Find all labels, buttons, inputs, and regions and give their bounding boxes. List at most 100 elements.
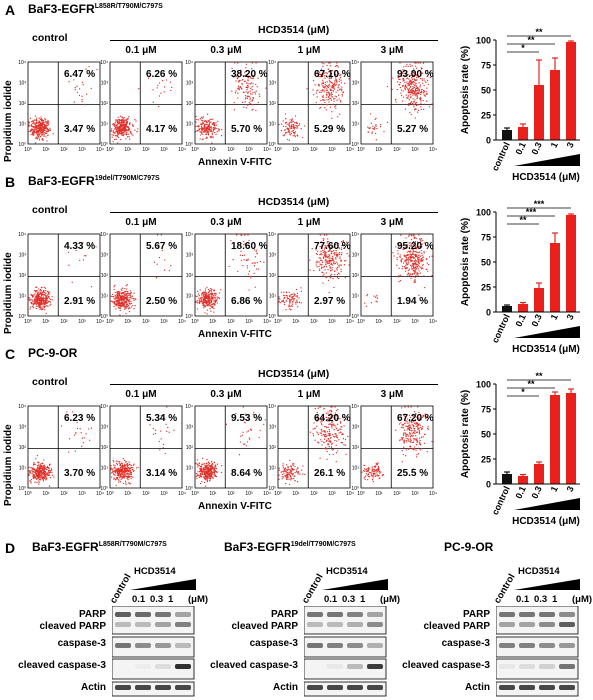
lane-label: 0.3 [534,594,548,605]
y-tick-label: 10¹ [19,466,27,472]
protein-band [499,622,515,627]
protein-band [175,685,191,690]
protein-band [175,664,191,669]
protein-band [367,664,383,669]
y-tick-label: 10⁰ [185,314,193,320]
y-tick-label: 100 [476,208,491,218]
quadrant-upper-right: 77.60 % [314,241,351,252]
y-tick-label: 10² [186,445,194,451]
x-tick-label: 10⁰ [191,491,199,497]
blot-title: BaF3-EGFR19del/T790M/C797S [224,540,356,554]
y-tick-label: 10² [101,445,109,451]
x-tick-label: 10¹ [292,147,300,153]
y-tick-label: 75 [481,405,491,415]
protein-band [347,685,363,690]
x-tick-label: 10³ [78,319,86,325]
band-label: caspase-3 [441,638,490,649]
protein-band [347,643,363,648]
protein-band [539,643,555,648]
bar [502,130,512,140]
drug-label: HCD3514 [518,566,560,577]
quadrant-lower-right: 6.86 % [231,296,263,307]
x-tick-label: 3 [565,141,576,150]
blot-membrane [496,606,579,635]
significance-marker: ** [535,27,543,37]
plot-frame [277,233,351,317]
quadrant-lower-right: 8.64 % [231,468,263,479]
concentration-label: 3 μM [380,389,404,400]
band-label: cleaved caspase-3 [402,660,490,671]
x-tick-label: 0.1 [513,313,527,329]
bar [518,127,528,140]
quadrant-upper-right: 18.60 % [231,241,268,252]
protein-band [115,612,131,617]
x-tick-label: 10⁰ [357,491,365,497]
bar [502,474,512,484]
blot-membrane [304,606,387,635]
y-tick-label: 10³ [101,253,109,259]
plot-frame [277,61,351,145]
cell-line-mutation: 19del/T790M/C797S [94,175,160,182]
y-tick-label: 10⁴ [351,232,359,238]
x-tick-label: 10³ [160,147,168,153]
y-tick-label: 10¹ [269,466,277,472]
cell-line-name: PC-9-OR [28,346,78,360]
quadrant-lower-right: 4.17 % [146,124,178,135]
band-label: PARP [270,609,298,620]
panel-label: A [5,2,16,18]
y-tick-label: 10⁰ [18,142,26,148]
y-tick-label: 10⁰ [351,314,359,320]
x-tick-label: 10⁰ [191,319,199,325]
x-tick-label: 10² [142,319,150,325]
significance-marker: * [521,387,525,397]
concentration-label: 0.1 μM [125,45,157,56]
dose-triangle [514,326,580,338]
quadrant-lower-right: 25.5 % [397,468,429,479]
y-tick-label: 10³ [352,425,360,431]
x-tick-label: control [490,485,512,517]
band-label: cleaved PARP [231,621,298,632]
x-tick-label: 10⁰ [274,491,282,497]
x-tick-label: 10³ [245,147,253,153]
x-tick-label: 10⁰ [274,319,282,325]
y-tick-label: 10⁴ [268,60,276,66]
plot-frame [109,61,183,145]
control-label: control [32,376,68,388]
x-tick-label: 10³ [328,319,336,325]
cell-line-name: BaF3-EGFR [28,174,95,188]
x-axis-title: Annexin V-FITC [198,157,272,168]
y-tick-label: 10¹ [269,294,277,300]
dose-triangle [514,498,580,510]
unit-label: (μM) [380,594,401,605]
protein-band [307,612,323,617]
blot-membrane [112,658,195,680]
x-tick-label: 10⁴ [178,319,186,325]
plot-frame [277,405,351,489]
significance-marker: ** [519,215,527,225]
cell-line-title: PC-9-OR [28,346,77,360]
x-tick-label: 10² [227,147,235,153]
y-tick-label: 10¹ [19,294,27,300]
bar [518,476,528,484]
y-tick-label: 10³ [352,81,360,87]
y-tick-label: 10² [186,273,194,279]
x-tick-label: 10⁴ [263,491,271,497]
plot-frame [360,233,434,317]
protein-band [327,664,343,669]
protein-band [499,685,515,690]
x-tick-label: 10⁴ [96,319,104,325]
x-tick-label: 10³ [78,147,86,153]
x-tick-label: 10⁰ [357,319,365,325]
concentration-label: 1 μM [297,217,321,228]
y-tick-label: 10¹ [352,122,360,128]
x-tick-label: 10⁰ [24,491,32,497]
y-tick-label: 10³ [269,253,277,259]
quadrant-lower-right: 5.27 % [397,124,429,135]
protein-band [115,622,131,627]
quadrant-upper-right: 4.33 % [64,241,96,252]
group-bracket-line [110,212,438,213]
x-tick-label: 10¹ [209,147,217,153]
